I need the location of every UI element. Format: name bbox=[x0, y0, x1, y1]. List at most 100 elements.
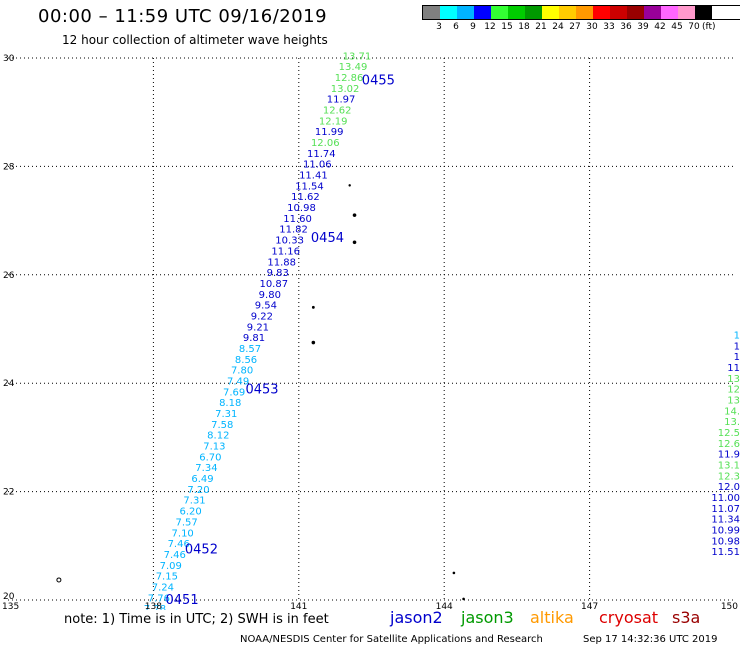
wave-height-label: 11.07 bbox=[711, 504, 740, 515]
legend-label: 15 bbox=[501, 22, 513, 32]
satellite-name: jason2 bbox=[390, 608, 443, 627]
legend-swatch bbox=[542, 6, 559, 19]
map-title: 00:00 – 11:59 UTC 09/16/2019 bbox=[38, 6, 328, 27]
wave-height-label: 11.82 bbox=[279, 225, 308, 236]
satellite-name: jason3 bbox=[461, 608, 514, 627]
pass-time-label: 0452 bbox=[185, 543, 218, 558]
wave-height-label: 12.3 bbox=[718, 471, 740, 482]
legend-swatch bbox=[474, 6, 491, 19]
longitude-label: 141 bbox=[290, 602, 307, 610]
wave-height-label: 9.22 bbox=[251, 311, 273, 322]
axis-labels: 135 138 141 144 147 150 20 22 24 26 28 30 bbox=[2, 54, 738, 610]
wave-height-label: 12.5 bbox=[718, 428, 740, 439]
wave-height-label: 7.46 bbox=[168, 539, 190, 550]
wave-height-label: 9.54 bbox=[255, 301, 277, 312]
legend-swatch bbox=[593, 6, 610, 19]
altimeter-track-right: 1111113121314.13.12.512.611.913.112.312.… bbox=[711, 330, 740, 558]
legend-swatch bbox=[491, 6, 508, 19]
island-shape bbox=[462, 597, 465, 601]
legend-label: 42 bbox=[654, 22, 666, 32]
wave-height-label: 9.80 bbox=[259, 290, 281, 301]
legend-swatch bbox=[576, 6, 593, 19]
wave-height-label: 10.99 bbox=[711, 526, 740, 537]
legend-swatch bbox=[525, 6, 542, 19]
pass-time-label: 0454 bbox=[311, 231, 344, 246]
wave-height-label: 6.20 bbox=[179, 507, 201, 518]
islands bbox=[56, 184, 465, 601]
wave-height-label: 11.34 bbox=[711, 515, 740, 526]
legend-label: 70 bbox=[688, 22, 700, 32]
wave-height-label: 11.99 bbox=[315, 127, 344, 138]
wave-height-label: 12.62 bbox=[323, 105, 352, 116]
altimeter-track: 13.7113.4912.8613.0211.9712.6212.1911.99… bbox=[144, 51, 371, 610]
wave-height-label: 11.06 bbox=[303, 160, 332, 171]
legend-label: 21 bbox=[535, 22, 547, 32]
legend-swatch bbox=[457, 6, 474, 19]
wave-height-label: 11.51 bbox=[711, 547, 740, 558]
wave-height-label: 12 bbox=[727, 385, 740, 396]
wave-height-label: 11.62 bbox=[291, 192, 320, 203]
pass-time-label: 0451 bbox=[166, 593, 199, 608]
longitude-label: 138 bbox=[145, 602, 162, 610]
wave-height-label: 7.46 bbox=[164, 550, 186, 561]
legend-swatch bbox=[678, 6, 695, 19]
wave-height-label: 12.86 bbox=[335, 73, 364, 84]
wave-height-label: 1 bbox=[734, 341, 740, 352]
wave-height-label: 7.57 bbox=[175, 517, 197, 528]
longitude-label: 144 bbox=[436, 602, 453, 610]
legend-label: 39 bbox=[637, 22, 649, 32]
wave-height-label: 6.49 bbox=[191, 474, 213, 485]
legend-label: 9 bbox=[470, 22, 476, 32]
wave-height-label: 7.34 bbox=[195, 463, 217, 474]
wave-height-label: 13.49 bbox=[339, 62, 368, 73]
wave-height-label: 7.20 bbox=[187, 485, 209, 496]
island-ring bbox=[56, 577, 62, 583]
latitude-label: 30 bbox=[3, 54, 15, 64]
wave-height-label: 1 bbox=[734, 330, 740, 341]
legend-swatch bbox=[508, 6, 525, 19]
pass-time-label: 0455 bbox=[362, 74, 395, 89]
wave-height-label: 12.0 bbox=[718, 482, 740, 493]
legend-label: 12 bbox=[484, 22, 496, 32]
wave-height-map: 13.7113.4912.8613.0211.9712.6212.1911.99… bbox=[2, 51, 740, 610]
island-shape bbox=[311, 305, 315, 309]
legend-swatch bbox=[644, 6, 661, 19]
wave-height-label: 13.1 bbox=[718, 461, 740, 472]
satellite-name: s3a bbox=[672, 608, 701, 627]
wave-height-label: 7.10 bbox=[172, 528, 194, 539]
island-shape bbox=[348, 184, 351, 187]
wave-height-label: 8.57 bbox=[239, 344, 261, 355]
island-shape bbox=[352, 213, 357, 217]
wave-height-label: 11.41 bbox=[299, 171, 328, 182]
wave-height-label: 8.18 bbox=[219, 398, 241, 409]
island-shape bbox=[311, 340, 316, 345]
legend-labels: 3 6 9 12 15 18 21 24 27 30 33 36 39 42 45 70 (ft) bbox=[422, 20, 740, 32]
wave-height-label: 7.58 bbox=[211, 420, 233, 431]
legend-unit: (ft) bbox=[702, 22, 716, 32]
wave-height-label: 11.00 bbox=[711, 493, 740, 504]
wave-height-label: 7.13 bbox=[203, 442, 225, 453]
wave-height-label: 9.21 bbox=[247, 322, 269, 333]
legend-swatch bbox=[661, 6, 678, 19]
island-shape bbox=[352, 240, 357, 245]
legend-label: 36 bbox=[620, 22, 632, 32]
legend-swatch bbox=[559, 6, 576, 19]
wave-height-label: 8.56 bbox=[235, 355, 257, 366]
map-subtitle: 12 hour collection of altimeter wave hei… bbox=[62, 33, 328, 47]
wave-height-label: 13. bbox=[724, 417, 740, 428]
wave-height-label: 13.02 bbox=[331, 84, 360, 95]
wave-height-label: 10.87 bbox=[259, 279, 288, 290]
legend-label: 3 bbox=[436, 22, 442, 32]
wave-height-label: 12.06 bbox=[311, 138, 340, 149]
wave-height-label: 11.88 bbox=[267, 257, 296, 268]
legend-swatch bbox=[695, 6, 712, 19]
wave-height-label: 7.69 bbox=[223, 387, 245, 398]
wave-height-label: 11.16 bbox=[271, 246, 300, 257]
wave-height-label: 10.98 bbox=[711, 536, 740, 547]
legend-label: 30 bbox=[586, 22, 598, 32]
wave-height-label: 7.78 bbox=[144, 604, 166, 610]
legend-label: 6 bbox=[453, 22, 459, 32]
wave-height-label: 13 bbox=[727, 374, 740, 385]
wave-height-label: 7.09 bbox=[160, 561, 182, 572]
satellite-name: cryosat bbox=[599, 608, 659, 627]
